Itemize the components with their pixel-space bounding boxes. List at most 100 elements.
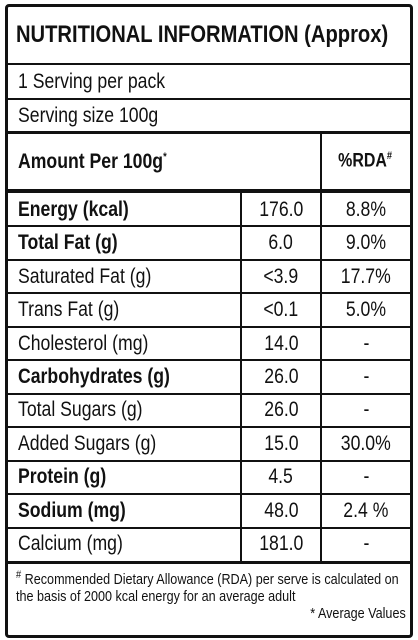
rda-text: - (363, 465, 369, 489)
value-text: 26.0 (263, 398, 299, 422)
value-text: 14.0 (263, 331, 299, 355)
header-text: Amount Per 100g (18, 149, 164, 173)
rda-text: 8.8% (345, 197, 387, 221)
name-text: Carbohydrates (g) (18, 364, 170, 388)
cell-name: Added Sugars (g) (18, 427, 240, 460)
cell-value: 181.0 (242, 528, 320, 561)
cell-name: Sodium (mg) (18, 494, 240, 527)
name-text: Added Sugars (g) (18, 431, 157, 455)
value-text: 6.0 (268, 231, 294, 255)
row-rule (8, 493, 410, 496)
cell-rda: - (322, 461, 410, 494)
header-rda-text: %RDA (338, 150, 388, 172)
column-rule (320, 134, 322, 189)
cell-rda: 8.8% (322, 193, 410, 226)
rda-text: - (363, 364, 369, 388)
rda-text: - (363, 331, 369, 355)
cell-name: Carbohydrates (g) (18, 360, 240, 393)
rda-text: 5.0% (345, 298, 387, 322)
value-text: 48.0 (263, 498, 299, 522)
header-label: Amount Per 100g* (18, 134, 318, 189)
value-text: 15.0 (263, 431, 299, 455)
name-text: Calcium (mg) (18, 532, 123, 556)
cell-rda: 30.0% (322, 427, 410, 460)
rda-text: - (363, 398, 369, 422)
footnote-text: Recommended Dietary Allowance (RDA) per … (16, 571, 399, 605)
cell-name: Total Fat (g) (18, 226, 240, 259)
header-marker: * (163, 150, 167, 163)
rule (8, 189, 410, 193)
value-text: 176.0 (258, 197, 304, 221)
name-text: Energy (kcal) (18, 197, 129, 221)
cell-value: 26.0 (242, 360, 320, 393)
row-rule (8, 258, 410, 261)
rda-text: 30.0% (340, 431, 392, 455)
column-rule (240, 193, 242, 561)
cell-name: Trans Fat (g) (18, 293, 240, 326)
header-rda-marker: # (387, 150, 393, 163)
footnote-note: * Average Values (310, 605, 406, 622)
rda-text: 9.0% (345, 231, 387, 255)
cell-name: Protein (g) (18, 461, 240, 494)
cell-rda: - (322, 327, 410, 360)
nutrition-label: NUTRITIONAL INFORMATION (Approx) 1 Servi… (5, 4, 413, 638)
cell-value: 26.0 (242, 394, 320, 427)
footnote-marker: # (16, 569, 22, 581)
cell-value: <3.9 (242, 260, 320, 293)
value-text: <0.1 (263, 298, 299, 322)
rule (8, 131, 410, 134)
name-text: Sodium (mg) (18, 498, 126, 522)
row-rule (8, 292, 410, 295)
cell-name: Total Sugars (g) (18, 394, 240, 427)
cell-name: Cholesterol (mg) (18, 327, 240, 360)
cell-rda: - (322, 528, 410, 561)
rule (8, 561, 410, 564)
row-rule (8, 359, 410, 362)
serving-line: Serving size 100g (18, 100, 408, 131)
row-rule (8, 426, 410, 429)
value-text: 4.5 (268, 465, 294, 489)
cell-rda: 5.0% (322, 293, 410, 326)
row-rule (8, 225, 410, 228)
cell-value: <0.1 (242, 293, 320, 326)
row-rule (8, 325, 410, 328)
rda-text: 17.7% (340, 264, 392, 288)
serving-text: 1 Serving per pack (18, 69, 166, 93)
row-rule (8, 459, 410, 462)
value-text: 26.0 (263, 364, 299, 388)
serving-line: 1 Serving per pack (18, 65, 408, 98)
rda-text: - (363, 532, 369, 556)
serving-text: Serving size 100g (18, 103, 159, 127)
name-text: Total Fat (g) (18, 231, 118, 255)
cell-value: 15.0 (242, 427, 320, 460)
row-rule (8, 526, 410, 529)
cell-name: Calcium (mg) (18, 528, 240, 561)
rule (8, 63, 410, 65)
cell-name: Energy (kcal) (18, 193, 240, 226)
name-text: Saturated Fat (g) (18, 264, 152, 288)
cell-rda: 9.0% (322, 226, 410, 259)
rule (8, 98, 410, 100)
row-rule (8, 392, 410, 395)
name-text: Total Sugars (g) (18, 398, 143, 422)
cell-rda: - (322, 394, 410, 427)
cell-value: 176.0 (242, 193, 320, 226)
rda-text: 2.4 % (343, 498, 389, 522)
header-rda: %RDA# (321, 134, 410, 189)
cell-name: Saturated Fat (g) (18, 260, 240, 293)
cell-rda: 17.7% (322, 260, 410, 293)
cell-value: 14.0 (242, 327, 320, 360)
value-text: 181.0 (258, 532, 304, 556)
name-text: Cholesterol (mg) (18, 331, 149, 355)
cell-value: 4.5 (242, 461, 320, 494)
title: NUTRITIONAL INFORMATION (Approx) (16, 7, 416, 63)
column-rule (320, 193, 322, 561)
footnote: # Recommended Dietary Allowance (RDA) pe… (16, 567, 411, 622)
cell-rda: 2.4 % (322, 494, 410, 527)
value-text: <3.9 (263, 264, 299, 288)
cell-value: 6.0 (242, 226, 320, 259)
title-text: NUTRITIONAL INFORMATION (Approx) (16, 21, 389, 48)
cell-rda: - (322, 360, 410, 393)
name-text: Trans Fat (g) (18, 298, 120, 322)
name-text: Protein (g) (18, 465, 107, 489)
